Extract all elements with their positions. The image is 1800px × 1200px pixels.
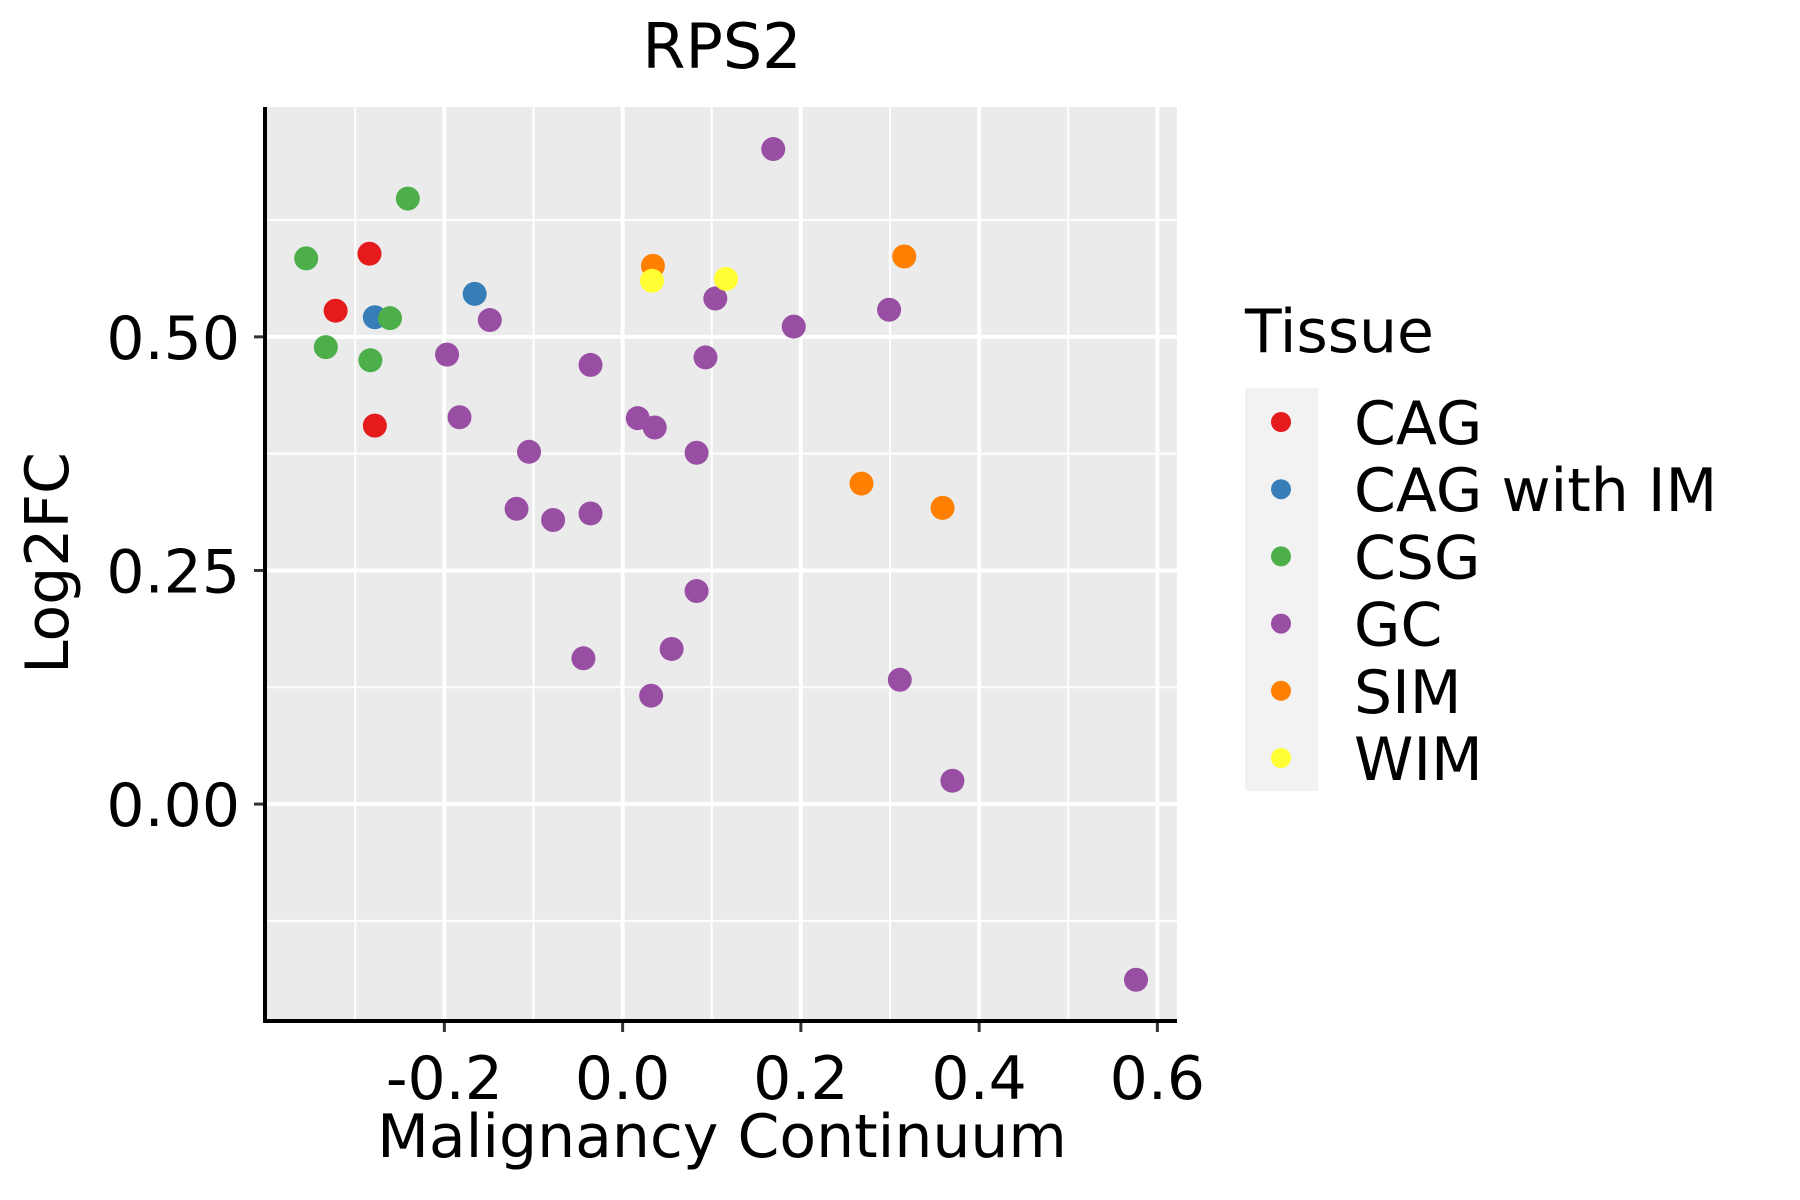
data-point-gc: [517, 439, 542, 464]
legend-swatch: [1271, 479, 1291, 500]
data-point-wim: [714, 266, 739, 291]
chart-title: RPS2: [642, 10, 801, 83]
data-point-cag: [323, 298, 348, 323]
x-tick-label: 0.2: [753, 1044, 848, 1114]
legend-label: CAG with IM: [1354, 456, 1717, 526]
data-point-gc: [642, 415, 667, 440]
data-point-gc: [684, 440, 709, 465]
legend-swatch: [1271, 680, 1291, 701]
y-axis-ticks: 0.00 0.25 0.50: [106, 304, 263, 841]
legend-item: CAG with IM: [1271, 456, 1717, 526]
legend-item: CAG: [1271, 389, 1482, 459]
legend-label: CSG: [1354, 523, 1480, 593]
data-point-gc: [435, 342, 460, 367]
y-tick-label: 0.25: [106, 537, 240, 607]
legend-swatch: [1271, 748, 1291, 768]
data-point-gc: [761, 137, 786, 162]
x-tick-label: 0.4: [931, 1044, 1026, 1114]
data-point-gc: [541, 508, 566, 533]
legend-swatch: [1271, 412, 1291, 432]
data-point-gc: [578, 352, 603, 377]
legend-label: WIM: [1354, 725, 1483, 795]
x-tick-label: 0.6: [1110, 1044, 1205, 1114]
data-point-gc: [703, 286, 728, 311]
y-tick-label: 0.00: [106, 771, 240, 841]
legend-title: Tissue: [1244, 297, 1434, 367]
data-point-gc: [639, 683, 664, 708]
data-point-gc: [659, 636, 684, 661]
x-tick-label: -0.2: [386, 1044, 503, 1114]
y-tick-label: 0.50: [106, 304, 240, 374]
data-point-gc: [887, 667, 912, 692]
data-point-gc: [684, 579, 709, 604]
data-point-sim: [849, 471, 874, 496]
data-points: [294, 137, 1149, 992]
legend-label: CAG: [1354, 389, 1482, 459]
legend-key-background: [1245, 388, 1318, 791]
x-axis-title: Malignancy Continuum: [377, 1102, 1067, 1172]
data-point-gc: [781, 314, 806, 339]
legend-item: SIM: [1271, 658, 1462, 728]
data-point-gc: [477, 308, 502, 333]
data-point-wim: [640, 268, 665, 293]
x-tick-label: 0.0: [575, 1044, 670, 1114]
y-axis-title: Log2FC: [13, 452, 83, 674]
legend-swatch: [1271, 546, 1291, 567]
legend-item: WIM: [1271, 725, 1483, 795]
data-point-gc: [578, 501, 603, 526]
data-point-csg: [358, 348, 383, 373]
minor-gridlines: [267, 107, 1177, 1019]
data-point-csg: [294, 246, 319, 271]
data-point-cag: [362, 413, 387, 438]
x-axis-ticks: -0.2 0.0 0.2 0.4 0.6: [386, 1023, 1205, 1114]
data-point-csg: [313, 335, 338, 360]
data-point-csg: [377, 306, 402, 331]
data-point-sim: [930, 495, 955, 520]
legend-item: GC: [1271, 591, 1442, 661]
legend-label: SIM: [1354, 658, 1462, 728]
data-point-sim: [892, 244, 917, 269]
data-point-gc: [447, 405, 472, 430]
data-point-gc: [504, 496, 529, 521]
data-point-cag-with-im: [462, 281, 487, 306]
major-gridlines: [267, 107, 1177, 1019]
data-point-cag: [357, 241, 382, 266]
data-point-gc: [693, 345, 718, 370]
data-point-gc: [877, 297, 902, 322]
legend-label: GC: [1354, 591, 1442, 661]
legend-item: CSG: [1271, 523, 1480, 593]
data-point-gc: [571, 646, 596, 671]
legend-swatch: [1271, 613, 1291, 634]
data-point-gc: [940, 768, 965, 793]
data-point-csg: [395, 186, 420, 211]
plot-panel: [267, 107, 1177, 1019]
data-point-gc: [1124, 967, 1149, 992]
